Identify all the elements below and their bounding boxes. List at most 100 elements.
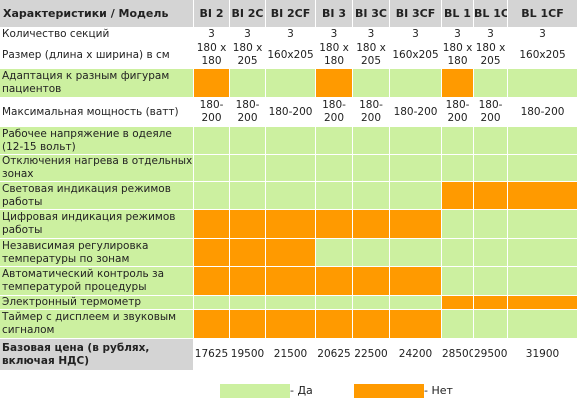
price-value: 29500	[474, 339, 508, 371]
feature-cell	[230, 182, 266, 210]
feature-cell	[316, 267, 353, 296]
feature-cell	[230, 296, 266, 310]
feature-cell	[316, 210, 353, 239]
feature-cell	[508, 267, 578, 296]
feature-cell	[390, 310, 442, 339]
feature-cell	[353, 267, 390, 296]
feature-cell: 180-200	[194, 98, 230, 127]
feature-cell	[442, 69, 474, 98]
feature-cell: 3	[390, 28, 442, 42]
feature-label: Автоматический контроль за температурой …	[0, 267, 194, 296]
feature-cell	[353, 69, 390, 98]
feature-cell	[474, 182, 508, 210]
table-row: Электронный термометр	[0, 296, 578, 310]
feature-cell	[508, 69, 578, 98]
feature-cell	[230, 267, 266, 296]
feature-cell	[442, 267, 474, 296]
feature-cell: 3	[474, 28, 508, 42]
feature-cell	[474, 296, 508, 310]
feature-cell	[442, 296, 474, 310]
feature-cell: 180 х 180	[316, 42, 353, 69]
model-header-0: BI 2	[194, 0, 230, 28]
feature-cell	[230, 155, 266, 182]
feature-cell	[194, 310, 230, 339]
feature-cell	[353, 210, 390, 239]
model-header-1: BI 2C	[230, 0, 266, 28]
model-header-6: BL 1	[442, 0, 474, 28]
feature-cell	[390, 127, 442, 155]
feature-cell	[316, 239, 353, 267]
feature-cell: 180-200	[508, 98, 578, 127]
feature-cell	[390, 155, 442, 182]
model-header-3: BI 3	[316, 0, 353, 28]
feature-cell: 180-200	[266, 98, 316, 127]
price-value: 20625	[316, 339, 353, 371]
feature-cell	[230, 69, 266, 98]
feature-cell	[194, 155, 230, 182]
price-value: 21500	[266, 339, 316, 371]
feature-cell	[266, 127, 316, 155]
feature-cell	[390, 182, 442, 210]
feature-cell	[266, 239, 316, 267]
feature-label: Максимальная мощность (ватт)	[0, 98, 194, 127]
table-row: Рабочее напряжение в одеяле (12-15 вольт…	[0, 127, 578, 155]
table-row: Количество секций 3 3 3 3 3 3 3 3 3	[0, 28, 578, 42]
feature-cell	[316, 127, 353, 155]
table-row: Таймер с дисплеем и звуковым сигналом	[0, 310, 578, 339]
feature-label: Адаптация к разным фигурам пациентов	[0, 69, 194, 98]
feature-cell	[390, 239, 442, 267]
feature-cell: 180 х 180	[194, 42, 230, 69]
table-row: Максимальная мощность (ватт) 180-200 180-2…	[0, 98, 578, 127]
feature-label: Отключения нагрева в отдельных зонах	[0, 155, 194, 182]
feature-cell	[194, 127, 230, 155]
feature-cell	[194, 210, 230, 239]
table-row: Автоматический контроль за температурой …	[0, 267, 578, 296]
comparison-table: Характеристики / Модель BI 2 BI 2C BI 2CF B…	[0, 0, 578, 371]
model-header-2: BI 2CF	[266, 0, 316, 28]
feature-cell: 180 х 205	[474, 42, 508, 69]
feature-cell	[508, 127, 578, 155]
feature-cell	[353, 155, 390, 182]
feature-label: Световая индикация режимов работы	[0, 182, 194, 210]
legend-no-label: - Нет	[424, 384, 453, 397]
feature-cell	[508, 296, 578, 310]
feature-cell: 180-200	[390, 98, 442, 127]
feature-cell	[508, 310, 578, 339]
table-row: Размер (длина х ширина) в см 180 х 180 180…	[0, 42, 578, 69]
feature-cell	[474, 127, 508, 155]
feature-cell	[390, 69, 442, 98]
feature-cell: 180-200	[442, 98, 474, 127]
feature-cell	[266, 267, 316, 296]
feature-cell	[316, 310, 353, 339]
feature-cell	[194, 182, 230, 210]
price-value: 28500	[442, 339, 474, 371]
feature-cell: 180-200	[316, 98, 353, 127]
feature-cell: 180 х 180	[442, 42, 474, 69]
legend-no-swatch	[354, 384, 424, 398]
feature-cell	[230, 310, 266, 339]
feature-cell	[230, 127, 266, 155]
feature-cell	[442, 182, 474, 210]
feature-label: Рабочее напряжение в одеяле (12-15 вольт…	[0, 127, 194, 155]
feature-column-header: Характеристики / Модель	[0, 0, 194, 28]
feature-cell	[266, 296, 316, 310]
feature-cell	[230, 210, 266, 239]
feature-cell	[474, 310, 508, 339]
feature-cell: 180 х 205	[230, 42, 266, 69]
feature-cell	[316, 296, 353, 310]
feature-cell	[508, 210, 578, 239]
feature-label: Независимая регулировка температуры по з…	[0, 239, 194, 267]
feature-cell	[316, 69, 353, 98]
legend-yes-label: - Да	[290, 384, 313, 397]
model-header-4: BI 3C	[353, 0, 390, 28]
feature-cell	[442, 310, 474, 339]
price-value: 19500	[230, 339, 266, 371]
feature-label: Электронный термометр	[0, 296, 194, 310]
feature-cell: 160x205	[508, 42, 578, 69]
price-label: Базовая цена (в рублях, включая НДС)	[0, 339, 194, 371]
legend-yes-swatch	[220, 384, 290, 398]
feature-cell	[508, 239, 578, 267]
feature-cell	[442, 127, 474, 155]
feature-label: Размер (длина х ширина) в см	[0, 42, 194, 69]
price-row: Базовая цена (в рублях, включая НДС) 1762…	[0, 339, 578, 371]
